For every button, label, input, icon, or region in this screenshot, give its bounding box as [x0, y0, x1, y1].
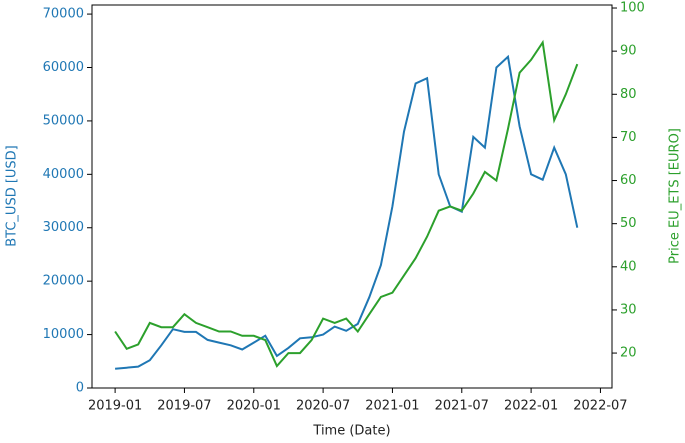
x-tick-label: 2020-01: [227, 399, 281, 414]
y-tick-label: 0: [76, 381, 84, 396]
x-tick-label: 2019-01: [88, 399, 142, 414]
y2-tick-label: 70: [620, 130, 637, 145]
y-tick-label: 20000: [43, 274, 84, 289]
y2-tick-label: 80: [620, 87, 637, 102]
y2-tick-label: 100: [620, 1, 645, 16]
y-tick-label: 70000: [43, 7, 84, 22]
y2-tick-label: 20: [620, 346, 637, 361]
x-tick-label: 2021-01: [365, 399, 419, 414]
plot-frame: [91, 4, 613, 389]
y2-tick-label: 40: [620, 259, 637, 274]
y2-tick-label: 60: [620, 173, 637, 188]
x-tick-label: 2022-01: [504, 399, 558, 414]
y-tick-label: 10000: [43, 327, 84, 342]
x-axis-label: Time (Date): [312, 424, 390, 439]
y2-tick-label: 30: [620, 302, 637, 317]
x-tick-label: 2019-07: [157, 399, 211, 414]
y2-tick-label: 50: [620, 216, 637, 231]
x-tick-label: 2021-07: [435, 399, 489, 414]
x-tick-label: 2022-07: [573, 399, 627, 414]
y-axis-label: BTC_USD [USD]: [5, 145, 20, 247]
y-tick-label: 60000: [43, 60, 84, 75]
y2-tick-label: 90: [620, 44, 637, 59]
y-tick-label: 50000: [43, 113, 84, 128]
y-tick-label: 30000: [43, 220, 84, 235]
x-tick-label: 2020-07: [296, 399, 350, 414]
y2-axis-label: Price EU_ETS [EURO]: [668, 128, 683, 264]
series-line: [114, 39, 579, 368]
series-line: [115, 54, 579, 370]
y-tick-label: 40000: [43, 167, 84, 182]
